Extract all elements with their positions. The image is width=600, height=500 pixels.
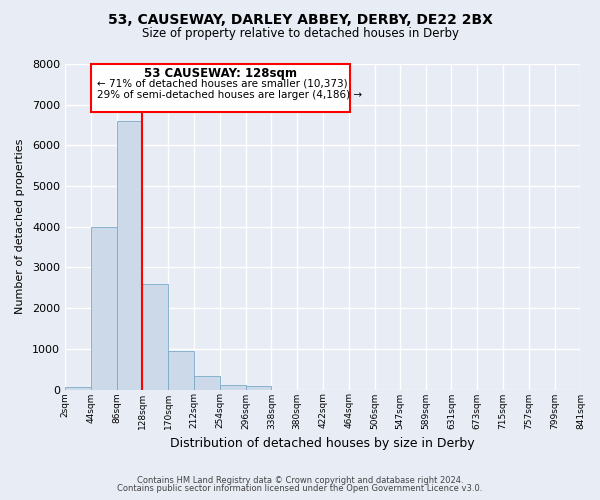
- Bar: [142, 284, 168, 390]
- Text: Contains HM Land Registry data © Crown copyright and database right 2024.: Contains HM Land Registry data © Crown c…: [137, 476, 463, 485]
- Y-axis label: Number of detached properties: Number of detached properties: [15, 139, 25, 314]
- Bar: [168, 351, 194, 390]
- Text: ← 71% of detached houses are smaller (10,373): ← 71% of detached houses are smaller (10…: [97, 79, 347, 89]
- Bar: [194, 376, 220, 390]
- Text: 53 CAUSEWAY: 128sqm: 53 CAUSEWAY: 128sqm: [144, 66, 297, 80]
- Bar: [245, 386, 271, 390]
- Text: Size of property relative to detached houses in Derby: Size of property relative to detached ho…: [142, 28, 458, 40]
- Bar: [91, 227, 116, 390]
- Text: 53, CAUSEWAY, DARLEY ABBEY, DERBY, DE22 2BX: 53, CAUSEWAY, DARLEY ABBEY, DERBY, DE22 …: [107, 12, 493, 26]
- Text: Contains public sector information licensed under the Open Government Licence v3: Contains public sector information licen…: [118, 484, 482, 493]
- X-axis label: Distribution of detached houses by size in Derby: Distribution of detached houses by size …: [170, 437, 475, 450]
- Bar: [220, 384, 245, 390]
- Bar: [116, 121, 142, 390]
- Bar: [65, 388, 91, 390]
- Text: 29% of semi-detached houses are larger (4,186) →: 29% of semi-detached houses are larger (…: [97, 90, 362, 101]
